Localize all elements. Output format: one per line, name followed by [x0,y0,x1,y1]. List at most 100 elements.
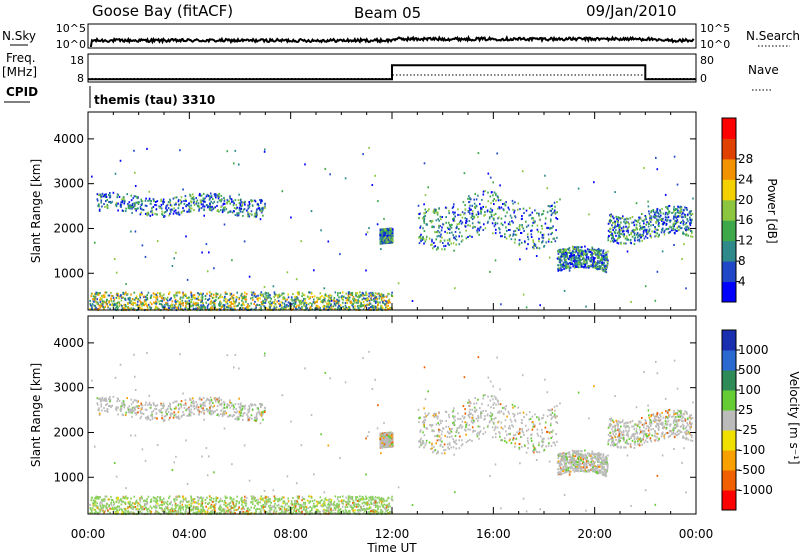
velocity-cell [245,504,247,507]
power-cell [495,199,497,202]
power-cell [336,300,338,303]
power-cell [216,201,219,204]
power-cell [498,227,500,230]
power-cell [383,240,385,243]
power-cell [288,302,291,305]
power-cell [369,302,372,305]
power-cell [600,265,602,268]
power-cell [304,302,306,304]
power-cell [262,293,264,296]
power-cell [232,298,235,301]
power-cell [243,208,246,211]
power-cell [223,305,226,308]
velocity-cell [283,510,285,513]
velocity-cell [139,510,141,513]
power-cell [306,307,308,310]
power-cell [361,291,364,294]
power-cell [557,256,560,259]
power-cell [592,265,595,268]
power-cell [489,216,491,219]
power-cell [117,307,119,309]
velocity-cell [95,495,97,498]
power-cell [330,303,332,306]
power-cell [550,241,553,243]
power-cell [322,298,324,301]
power-cell [264,300,267,303]
power-cell [223,207,225,210]
velocity-cell [114,511,117,513]
power-cell [365,291,367,294]
power-cell [95,291,97,294]
power-cell [551,212,553,215]
power-cell [260,291,263,294]
power-cell [248,275,251,278]
velocity-cell [341,495,344,498]
power-cell [374,302,377,304]
power-cell [689,216,691,219]
velocity-cell [195,501,197,504]
velocity-cell [329,503,332,505]
power-cell [493,198,495,201]
power-cell [565,267,568,270]
power-cell [379,295,382,298]
power-cell [321,300,323,303]
power-cell [557,250,560,253]
power-cell [629,217,632,220]
power-cell [590,258,593,261]
power-cell [125,283,127,286]
power-cell [388,300,390,303]
power-cell [534,243,536,246]
power-cell [153,301,155,304]
power-cell [210,200,212,203]
power-cell [186,302,188,305]
power-cell [612,237,614,240]
power-cell [590,250,592,253]
power-cell [342,307,345,310]
power-cell [273,291,276,294]
colorbar-segment [722,261,736,283]
power-cell [161,213,163,216]
power-cell [490,214,493,216]
power-cell [203,214,205,217]
power-cell [370,295,373,298]
power-cell [688,228,691,231]
power-cell [232,204,235,207]
power-cell [315,304,318,307]
power-cell [111,295,114,297]
power-cell [574,257,576,260]
power-cell [630,300,632,303]
power-cell [531,217,533,220]
power-cell [111,302,114,305]
power-cell [264,291,267,294]
power-cell [248,201,250,203]
power-cell [257,299,259,302]
power-cell [238,193,240,196]
power-cell [468,207,471,210]
power-cell [500,235,502,238]
power-cell [575,261,577,264]
power-cell [423,203,425,206]
power-cell [380,292,383,295]
velocity-cell [290,500,293,503]
y-tick-label: 3000 [53,177,84,191]
power-cell [379,301,381,304]
power-cell [467,236,469,238]
velocity-cell [174,504,177,507]
power-cell [421,238,424,241]
power-cell [100,294,103,297]
power-cell [553,237,556,240]
power-cell [669,219,671,222]
velocity-cell [369,511,371,514]
power-cell [657,215,659,218]
power-cell [223,307,225,310]
y-tick-label: 1000 [53,266,84,280]
velocity-cell [252,503,254,506]
power-cell [169,204,172,207]
velocity-cell [164,501,166,504]
power-cell [199,201,202,204]
power-cell [245,298,248,301]
power-cell [607,239,609,242]
power-cell [349,301,352,304]
power-cell [592,249,595,252]
power-cell [536,224,539,227]
